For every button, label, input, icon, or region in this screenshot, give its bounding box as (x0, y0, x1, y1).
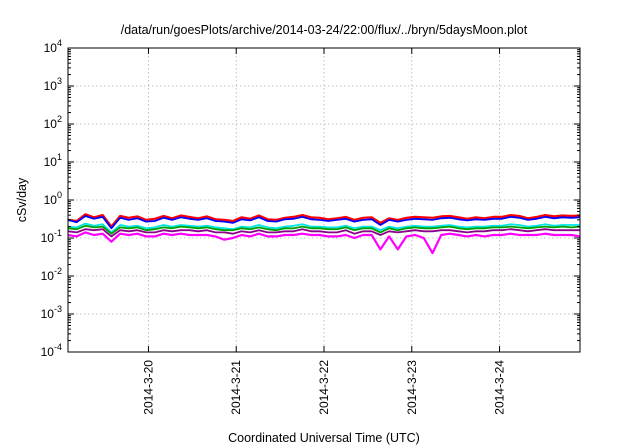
series-group (67, 213, 581, 255)
x-tick-label: 2014-3-21 (229, 360, 243, 415)
x-tick-label: 2014-3-20 (141, 360, 155, 415)
series-line-4 (67, 224, 581, 235)
y-tick-label: 104 (44, 38, 62, 55)
y-tick-label: 103 (44, 76, 62, 93)
x-tick-label: 2014-3-22 (317, 360, 331, 415)
series-line-3 (67, 222, 580, 234)
series-line-6 (67, 231, 581, 255)
y-tick-label: 102 (44, 114, 62, 131)
x-axis-label: Coordinated Universal Time (UTC) (228, 431, 420, 445)
x-tick-label: 2014-3-24 (493, 360, 507, 415)
x-tick-label: 2014-3-23 (405, 360, 419, 415)
axis-ticks: 104 103 102 101 100 10-1 10-2 10-3 10-4 2014-3-20… (41, 38, 580, 415)
chart-title: /data/run/goesPlots/archive/2014-03-24/2… (121, 23, 528, 37)
y-tick-label: 10-4 (41, 342, 62, 359)
grid (68, 48, 580, 352)
y-tick-label: 100 (44, 190, 62, 207)
y-tick-label: 10-2 (41, 266, 62, 283)
series-line-2 (67, 215, 581, 230)
y-axis-label: cSv/day (15, 177, 29, 222)
y-tick-label: 10-1 (41, 228, 62, 245)
y-tick-label: 101 (44, 152, 62, 169)
series-line-1 (67, 213, 581, 228)
y-tick-label: 10-3 (41, 304, 62, 321)
series-line-5 (67, 228, 580, 238)
